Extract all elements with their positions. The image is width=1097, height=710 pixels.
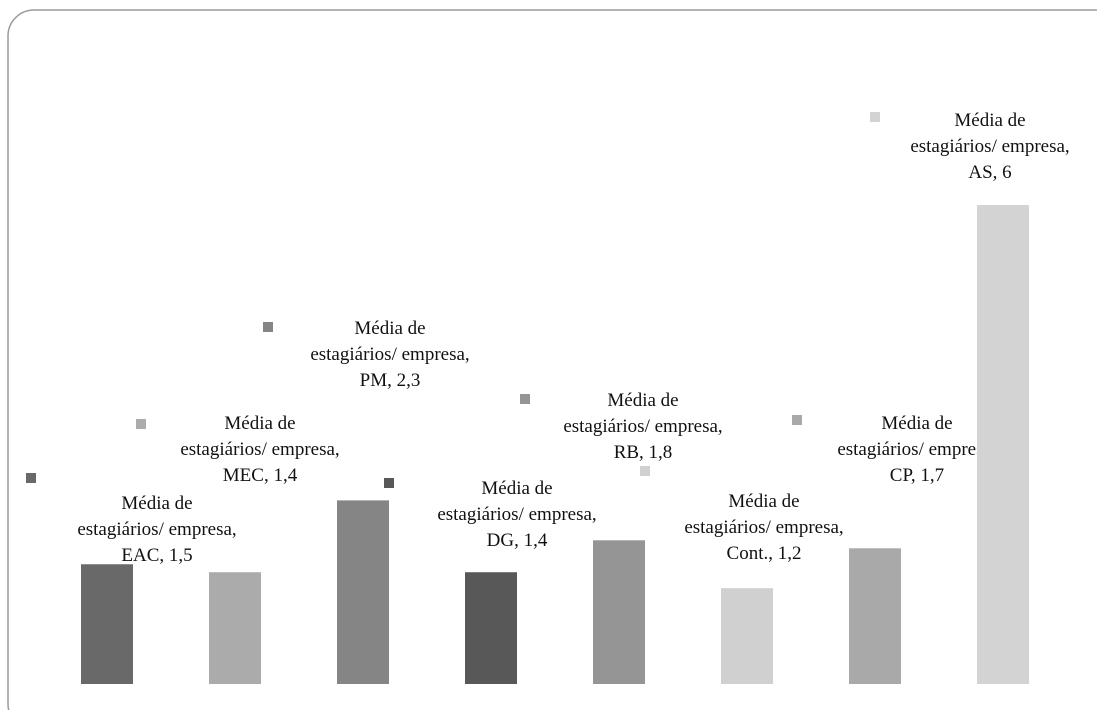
bar bbox=[593, 540, 645, 684]
legend-key bbox=[870, 112, 880, 122]
bar bbox=[721, 588, 773, 684]
data-label: Média de estagiários/ empresa, DG, 1,4 bbox=[437, 478, 596, 551]
data-label: Média de estagiários/ empresa, MEC, 1,4 bbox=[180, 413, 339, 486]
legend-key bbox=[263, 322, 273, 332]
bar bbox=[465, 572, 517, 684]
legend-key bbox=[520, 394, 530, 404]
legend-key bbox=[384, 478, 394, 488]
data-label: Média de estagiários/ empresa, PM, 2,3 bbox=[310, 318, 469, 391]
legend-key bbox=[136, 419, 146, 429]
data-label: Média de estagiários/ empresa, CP, 1,7 bbox=[837, 413, 996, 486]
chart-frame bbox=[7, 9, 1097, 710]
legend-key bbox=[26, 473, 36, 483]
bar bbox=[977, 205, 1029, 684]
bar bbox=[337, 500, 389, 684]
data-label: Média de estagiários/ empresa, RB, 1,8 bbox=[563, 390, 722, 463]
bar bbox=[209, 572, 261, 684]
data-label: Média de estagiários/ empresa, Cont., 1,2 bbox=[684, 491, 843, 564]
data-label: Média de estagiários/ empresa, EAC, 1,5 bbox=[77, 493, 236, 566]
legend-key bbox=[792, 415, 802, 425]
data-label: Média de estagiários/ empresa, AS, 6 bbox=[910, 110, 1069, 183]
bar bbox=[849, 548, 901, 684]
bar bbox=[81, 564, 133, 684]
legend-key bbox=[640, 466, 650, 476]
